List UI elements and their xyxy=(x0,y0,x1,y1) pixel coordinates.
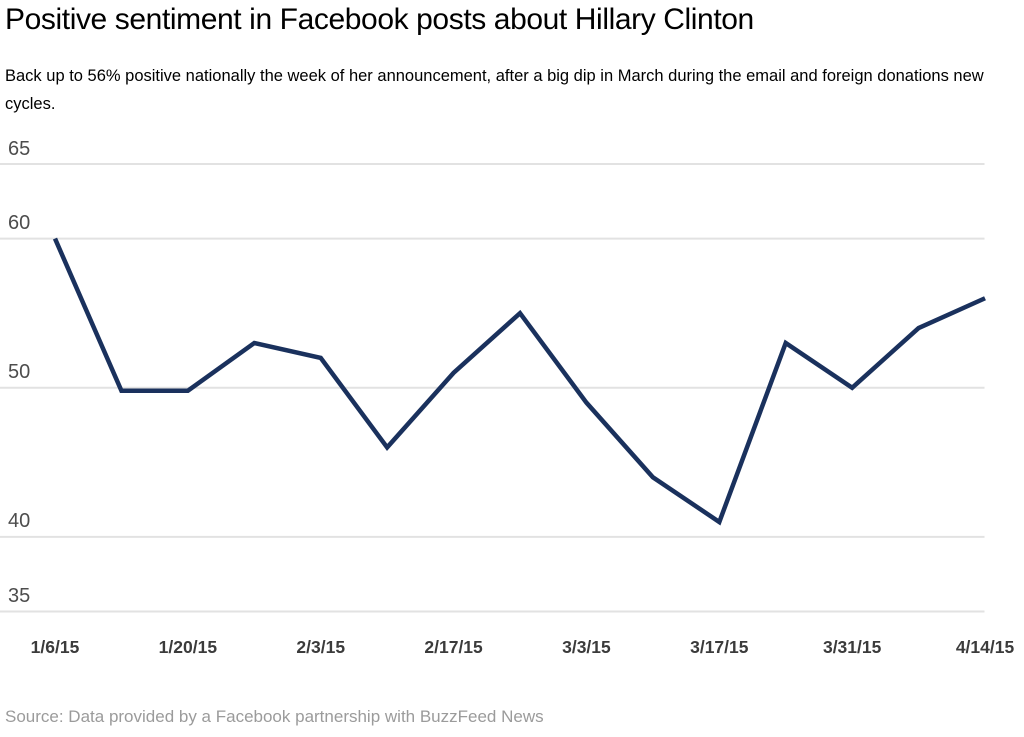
sentiment-line xyxy=(52,237,986,526)
y-tick-label-35: 35 xyxy=(8,585,31,607)
page-title: Positive sentiment in Facebook posts abo… xyxy=(5,3,754,36)
y-tick-label-65: 65 xyxy=(8,137,31,160)
x-tick-label-4-14-15: 4/14/15 xyxy=(955,637,1015,657)
source-credit: Source: Data provided by a Facebook part… xyxy=(5,707,544,726)
page-subtitle: Back up to 56% positive nationally the w… xyxy=(5,67,984,113)
x-tick-label-1-20-15: 1/20/15 xyxy=(158,637,218,657)
x-tick-label-2-3-15: 2/3/15 xyxy=(296,637,346,657)
y-tick-label-50: 50 xyxy=(8,361,31,384)
x-tick-label-3-3-15: 3/3/15 xyxy=(562,637,611,657)
y-tick-label-40: 40 xyxy=(8,510,31,533)
x-tick-label-1-6-15: 1/6/15 xyxy=(30,637,80,657)
x-tick-label-3-31-15: 3/31/15 xyxy=(822,637,882,657)
y-tick-label-60: 60 xyxy=(8,212,31,235)
x-tick-label-3-17-15: 3/17/15 xyxy=(690,637,749,657)
x-tick-label-2-17-15: 2/17/15 xyxy=(424,637,483,657)
